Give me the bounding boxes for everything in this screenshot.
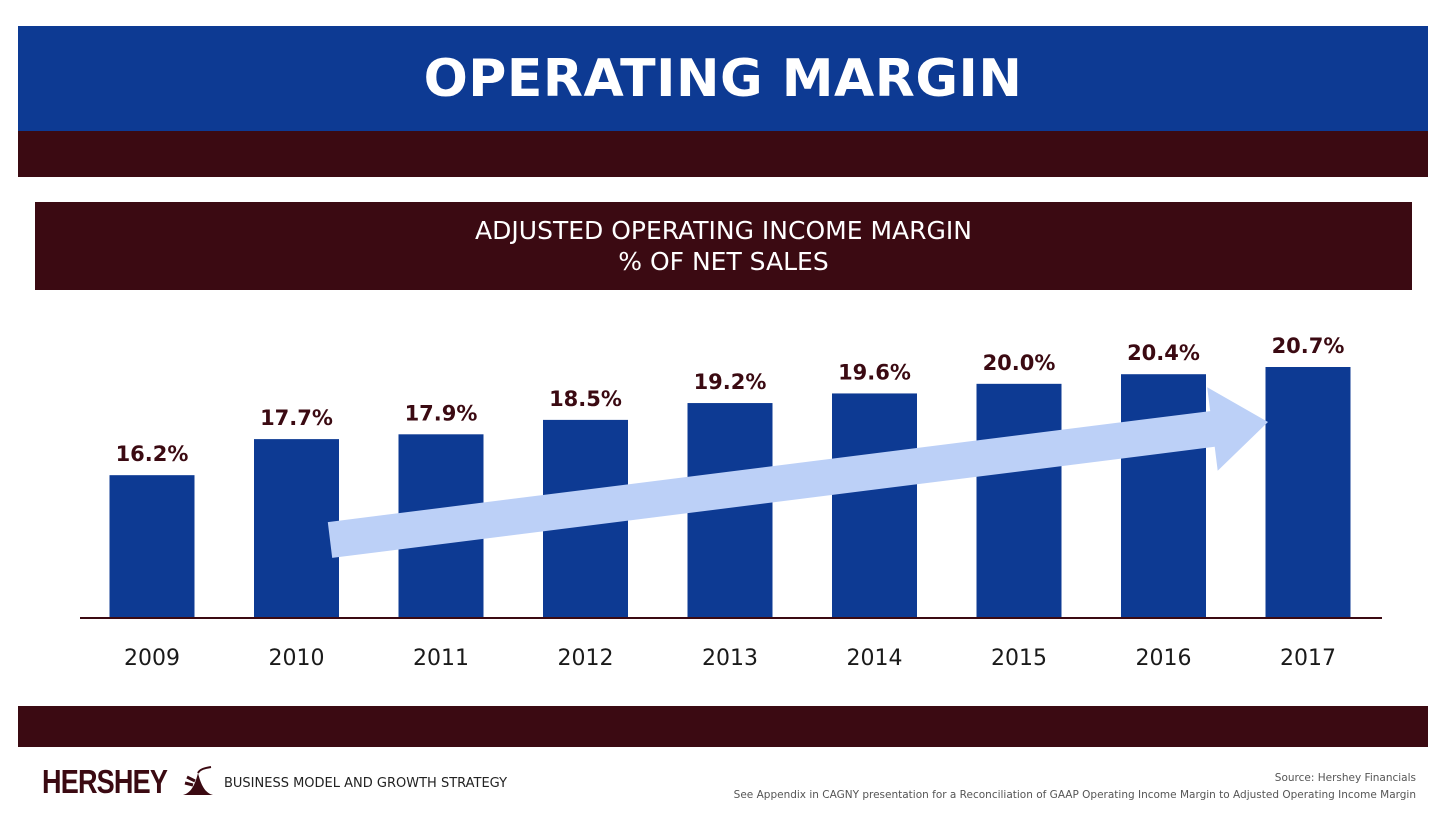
- title-underbar: [18, 131, 1428, 177]
- bar-2010: [254, 439, 339, 617]
- hershey-kiss-icon: [182, 766, 213, 795]
- chart-title-bar: ADJUSTED OPERATING INCOME MARGIN % OF NE…: [35, 202, 1412, 290]
- x-tick-label-2013: 2013: [702, 646, 758, 671]
- data-label-2013: 19.2%: [694, 370, 767, 394]
- data-label-2016: 20.4%: [1127, 341, 1200, 365]
- x-tick-label-2016: 2016: [1136, 646, 1192, 671]
- x-tick-label-2011: 2011: [413, 646, 469, 671]
- data-label-2017: 20.7%: [1272, 334, 1345, 358]
- footer-note: See Appendix in CAGNY presentation for a…: [733, 789, 1416, 801]
- bar-2009: [109, 475, 195, 617]
- bar-2014: [832, 393, 917, 617]
- bottom-bar: [18, 706, 1428, 747]
- bar-2015: [976, 383, 1062, 617]
- x-tick-label-2012: 2012: [558, 646, 614, 671]
- brand-wordmark: HERSHEY: [42, 763, 168, 800]
- data-label-2011: 17.9%: [405, 401, 478, 425]
- bar-chart: 16.2% 2009 17.7% 2010 17.9% 2011 18.5% 2012 19.2…: [80, 334, 1382, 671]
- chart-title: ADJUSTED OPERATING INCOME MARGIN: [475, 216, 972, 245]
- x-tick-label-2017: 2017: [1280, 646, 1336, 671]
- hershey-logo: HERSHEY: [42, 760, 215, 804]
- bar-2017: [1265, 367, 1351, 617]
- page-title: OPERATING MARGIN: [423, 48, 1023, 109]
- x-tick-label-2009: 2009: [124, 646, 180, 671]
- title-bar: OPERATING MARGIN: [18, 26, 1428, 131]
- data-label-2012: 18.5%: [549, 387, 622, 411]
- footer-source: Source: Hershey Financials: [1274, 772, 1416, 784]
- footer-source-block: Source: Hershey Financials See Appendix …: [734, 770, 1416, 804]
- chart-subtitle: % OF NET SALES: [618, 247, 829, 276]
- data-label-2015: 20.0%: [983, 351, 1056, 375]
- data-label-2009: 16.2%: [116, 442, 189, 466]
- x-tick-label-2015: 2015: [991, 646, 1047, 671]
- data-label-2014: 19.6%: [838, 360, 911, 384]
- x-tick-label-2014: 2014: [847, 646, 903, 671]
- trend-arrow: [327, 387, 1268, 558]
- bar-2016: [1121, 374, 1206, 617]
- footer-strategy: BUSINESS MODEL AND GROWTH STRATEGY: [224, 776, 508, 791]
- data-label-2010: 17.7%: [260, 406, 333, 430]
- x-tick-label-2010: 2010: [269, 646, 325, 671]
